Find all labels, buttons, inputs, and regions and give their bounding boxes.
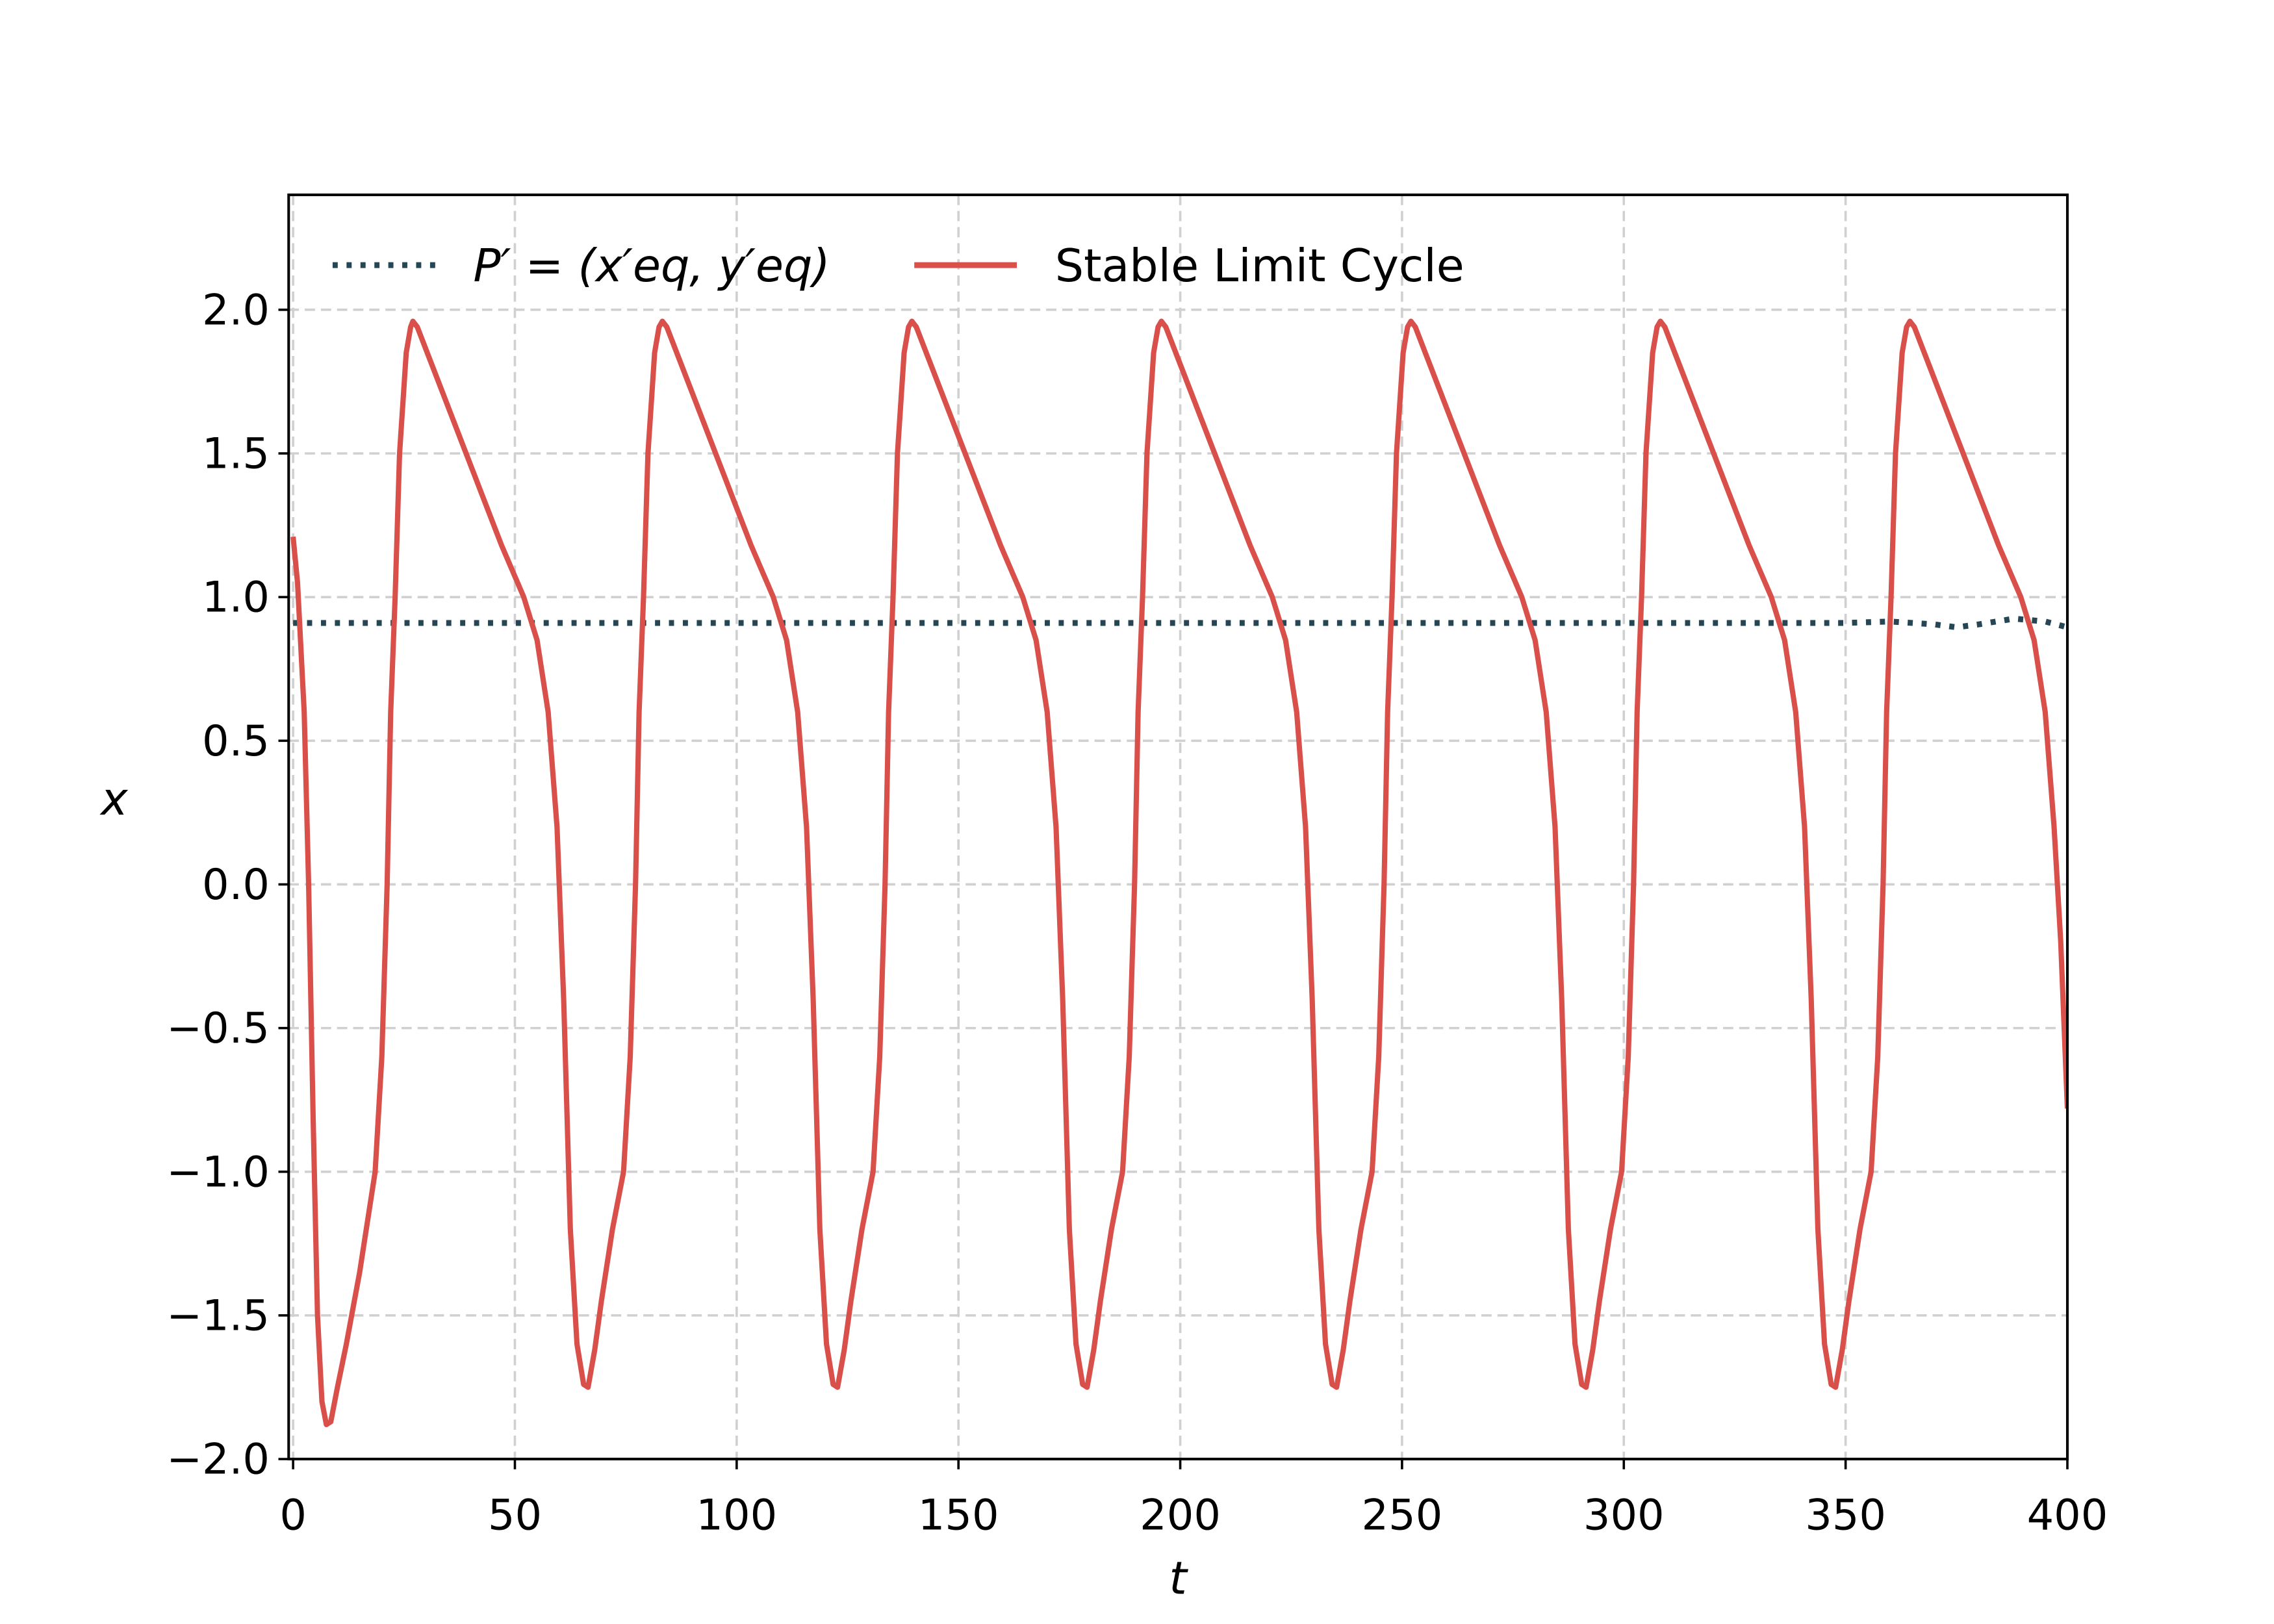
y-axis-label: x: [99, 773, 128, 826]
y-tick-label: 0.0: [202, 860, 270, 909]
axes-frame: [287, 193, 2069, 1461]
equilibrium-line: [293, 615, 2067, 631]
legend-label: P′ = (x′eq, y′eq): [473, 240, 830, 292]
x-axis-label: t: [1169, 1553, 1188, 1605]
x-tick-label: 250: [1362, 1490, 1443, 1540]
x-tick-label: 350: [1805, 1490, 1886, 1540]
y-tick-label: −0.5: [166, 1004, 270, 1053]
x-tick-label: 0: [279, 1490, 307, 1540]
ticks: 0 50 100 150 200 250 300 350 400 −2.0 −1.5 −1.0 −0.5…: [166, 285, 2108, 1540]
y-tick-label: 2.0: [202, 285, 270, 335]
legend-label: Stable Limit Cycle: [1055, 240, 1464, 292]
y-tick-label: 0.5: [202, 717, 270, 766]
y-tick-label: −1.5: [166, 1291, 270, 1340]
limit-cycle-line: [290, 318, 2067, 1428]
y-tick-label: −1.0: [166, 1147, 270, 1197]
x-tick-label: 400: [2027, 1490, 2108, 1540]
plot-area: [290, 318, 2067, 1428]
y-tick-label: 1.5: [202, 429, 270, 479]
y-tick-label: 1.0: [202, 573, 270, 622]
x-tick-label: 100: [696, 1490, 777, 1540]
legend: P′ = (x′eq, y′eq) Stable Limit Cycle: [332, 240, 1464, 292]
x-tick-label: 300: [1583, 1490, 1665, 1540]
x-tick-label: 150: [918, 1490, 999, 1540]
y-tick-label: −2.0: [166, 1435, 270, 1484]
x-tick-label: 50: [488, 1490, 542, 1540]
x-tick-label: 200: [1140, 1490, 1221, 1540]
